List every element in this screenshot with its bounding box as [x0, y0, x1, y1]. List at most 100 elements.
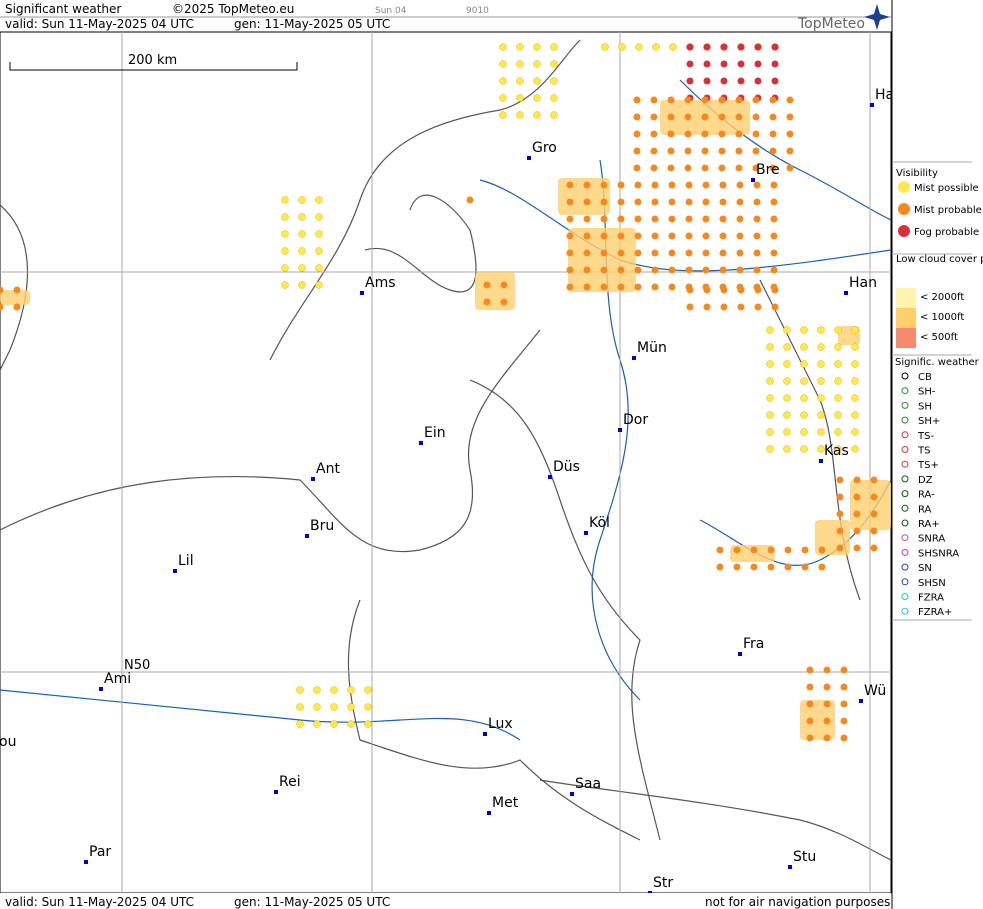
weather-dot [296, 686, 304, 694]
weather-dot [719, 181, 727, 189]
weather-dot [516, 111, 524, 119]
weather-dot [686, 43, 694, 51]
legend-item: TS [917, 446, 930, 457]
weather-dot [806, 734, 814, 742]
weather-dot [499, 94, 507, 102]
coast-border [469, 379, 661, 841]
weather-dot [720, 43, 728, 51]
legend-item: SHSNRA [918, 548, 959, 559]
city-label: Saa [575, 776, 601, 792]
weather-dot [617, 249, 625, 257]
legend-symbol [901, 446, 909, 453]
city-marker [487, 811, 491, 815]
weather-dot [851, 326, 859, 334]
legend-symbol [901, 534, 909, 542]
weather-dot [719, 232, 727, 240]
legend-item: SH- [918, 387, 936, 398]
weather-dot [823, 717, 831, 725]
weather-dot [834, 326, 842, 334]
weather-dot [550, 43, 558, 51]
weather-dot [600, 215, 608, 223]
weather-dot [330, 703, 338, 711]
weather-dot [686, 60, 694, 68]
weather-dot [617, 232, 625, 240]
weather-dot [754, 77, 762, 85]
legend-item: Mist possible [914, 183, 979, 194]
weather-dot [667, 130, 675, 138]
weather-dot [668, 232, 676, 240]
weather-dot [703, 60, 711, 68]
weather-dot [364, 686, 372, 694]
city-marker [788, 865, 792, 869]
weather-dot [633, 96, 641, 104]
weather-dot [650, 130, 658, 138]
legend-item: TS+ [917, 460, 939, 471]
weather-dot [836, 476, 844, 484]
legend-item: RA [918, 504, 932, 515]
weather-dot [516, 43, 524, 51]
city-label: Ha [875, 87, 894, 103]
weather-dot [836, 527, 844, 535]
city-label: Stu [793, 849, 816, 865]
weather-dot [499, 60, 507, 68]
weather-dot [766, 326, 774, 334]
weather-dot [651, 198, 659, 206]
weather-dot [834, 394, 842, 402]
weather-dot [533, 60, 541, 68]
legend-title: Low cloud cover probable [896, 254, 983, 265]
weather-dot [313, 703, 321, 711]
weather-dot [330, 686, 338, 694]
legend-bg [892, 0, 983, 909]
weather-dot [737, 286, 745, 294]
weather-dot [635, 43, 643, 51]
weather-dot [766, 394, 774, 402]
weather-dot [618, 43, 626, 51]
weather-dot [315, 196, 323, 204]
legend-symbol [901, 416, 909, 424]
weather-dot [769, 113, 777, 121]
weather-dot [499, 43, 507, 51]
legend-item: Fog probable [914, 227, 979, 238]
weather-dot [836, 493, 844, 501]
weather-dot [836, 510, 844, 518]
city-marker [483, 732, 487, 736]
city-marker [751, 178, 755, 182]
valid: valid: Sun 11-May-2025 04 UTC [5, 17, 194, 31]
weather-dot [770, 215, 778, 223]
legend-item: CB [918, 372, 932, 383]
weather-dot [770, 232, 778, 240]
weather-dot [754, 60, 762, 68]
weather-dot [0, 303, 4, 311]
weather-dot [840, 700, 848, 708]
weather-dot [851, 343, 859, 351]
weather-dot [767, 563, 775, 571]
weather-dot [466, 196, 474, 204]
weather-dot [566, 283, 574, 291]
city-marker [859, 699, 863, 703]
weather-dot [851, 377, 859, 385]
weather-dot [703, 77, 711, 85]
weather-dot [634, 181, 642, 189]
coast-border [0, 689, 521, 741]
weather-dot [783, 394, 791, 402]
legend-item: SH+ [918, 416, 940, 427]
weather-dot [851, 428, 859, 436]
weather-dot [786, 147, 794, 155]
weather-dot [718, 130, 726, 138]
city-marker [173, 569, 177, 573]
latitude-label: N50 [124, 658, 150, 673]
run: Sun 04 [375, 6, 407, 16]
weather-dot [716, 563, 724, 571]
legend-item: < 2000ft [920, 292, 964, 303]
weather-dot [735, 96, 743, 104]
weather-dot [735, 164, 743, 172]
weather-dot [801, 546, 809, 554]
weather-dot [834, 377, 842, 385]
city-label: Bre [756, 162, 780, 178]
weather-dot [870, 527, 878, 535]
city-marker [570, 792, 574, 796]
weather-dot [298, 247, 306, 255]
weather-dot [685, 232, 693, 240]
weather-dot [667, 96, 675, 104]
weather-dot [737, 60, 745, 68]
